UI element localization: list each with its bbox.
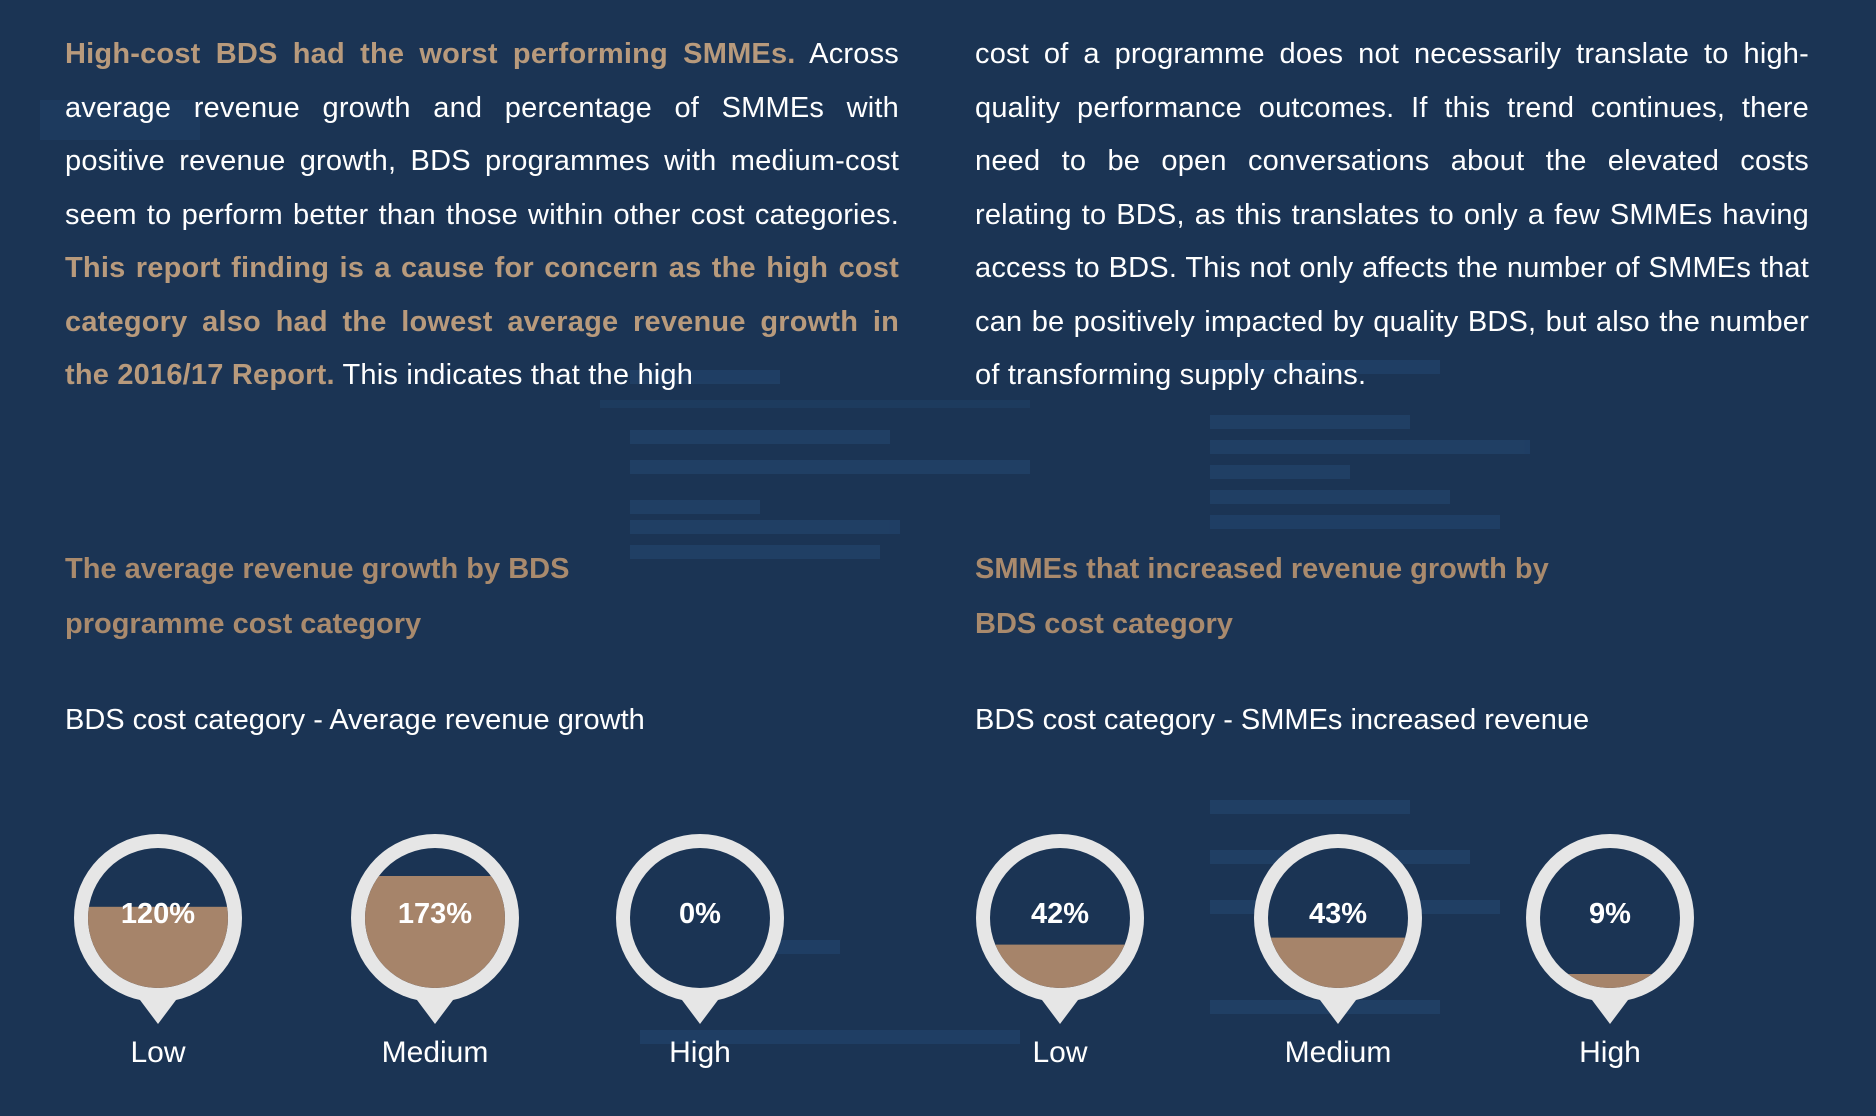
gauge-inner	[1540, 848, 1680, 988]
gauge-shape	[74, 834, 242, 1024]
paragraph-text: Across average revenue growth and percen…	[65, 38, 899, 231]
gauge-label: Low	[1032, 1036, 1088, 1069]
gauge-value: 0%	[679, 898, 721, 930]
caption-smmes-increased-revenue: BDS cost category - SMMEs increased reve…	[975, 704, 1590, 736]
gauge-fill	[365, 876, 505, 988]
gauge-value: 120%	[120, 898, 196, 930]
gauge-label: High	[669, 1036, 731, 1069]
gauge-label: High	[1579, 1036, 1641, 1069]
gauge-low-smmes-increased: 42% Low	[970, 828, 1150, 1069]
caption-average-revenue-growth: BDS cost category - Average revenue grow…	[65, 704, 645, 736]
gauge-shape	[616, 834, 784, 1024]
paragraph-text: This indicates that the high	[334, 359, 694, 391]
gauge-medium-avg-revenue: 173% Medium	[345, 828, 525, 1069]
gauge-high-avg-revenue: 0% High	[610, 828, 790, 1069]
gauge-value: 173%	[397, 898, 473, 930]
gauge-label: Low	[130, 1036, 186, 1069]
section-title-average-revenue-growth: The average revenue growth by BDS progra…	[65, 553, 570, 640]
gauge-inner	[630, 848, 770, 988]
gauge-medium-smmes-increased: 43% Medium	[1248, 828, 1428, 1069]
gauge-label: Medium	[381, 1036, 489, 1069]
section-title-smmes-increased-revenue: SMMEs that increased revenue growth by B…	[975, 553, 1549, 640]
paragraph-text: cost of a programme does not necessarily…	[975, 38, 1809, 391]
highlight-worst-performing: High-cost BDS had the worst performing S…	[65, 38, 796, 70]
gauge-shape	[1526, 834, 1694, 1024]
gauge-shape	[976, 834, 1144, 1024]
intro-paragraph-right: cost of a programme does not necessarily…	[975, 28, 1809, 403]
gauge-value: 42%	[1030, 898, 1090, 930]
gauge-high-smmes-increased: 9% High	[1520, 828, 1700, 1069]
gauge-shape	[1254, 834, 1422, 1024]
highlight-cause-for-concern: This report finding is a cause for conce…	[65, 252, 899, 391]
gauge-low-avg-revenue: 120% Low	[68, 828, 248, 1069]
intro-paragraph-left: High-cost BDS had the worst performing S…	[65, 28, 899, 403]
gauge-label: Medium	[1284, 1036, 1392, 1069]
gauge-value: 43%	[1308, 898, 1368, 930]
gauge-shape	[351, 834, 519, 1024]
gauge-value: 9%	[1589, 898, 1631, 930]
